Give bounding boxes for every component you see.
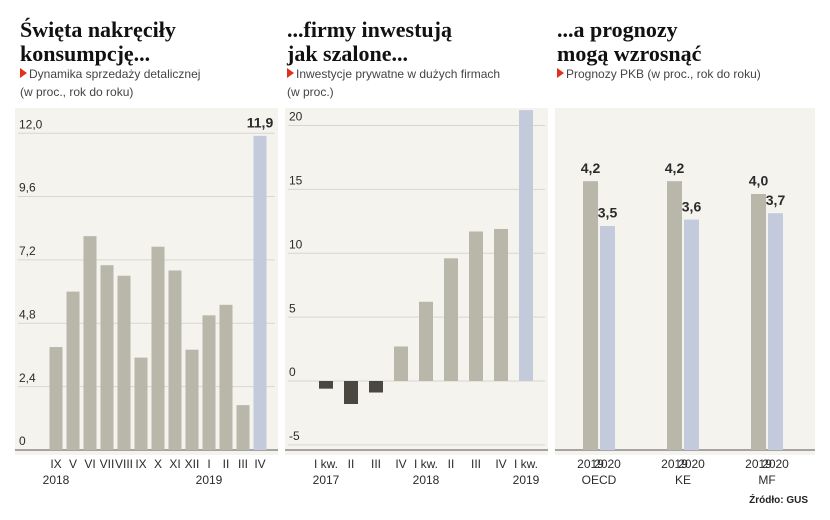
bar [253,135,267,450]
x-tick-label: 2019 [577,457,604,471]
y-tick-label: 15 [289,174,303,188]
y-tick-label: 20 [289,110,303,124]
bar [419,301,433,381]
x-tick-label: 2020 [762,457,789,471]
x-tick-label: MF [758,473,775,487]
bar [583,181,598,450]
chart-unit: (w proc.) [287,85,334,99]
y-tick-label: 7,2 [19,244,36,258]
bar [600,226,615,450]
bar [219,304,233,450]
bar [236,405,250,450]
x-tick-label: IX [135,457,146,471]
x-tick-label: II [448,457,455,471]
x-tick-label: IV [254,457,265,471]
x-tick-label: XII [185,457,200,471]
bar [49,347,63,450]
bar [151,246,165,450]
chart-unit: (w proc., rok do roku) [20,85,134,99]
x-tick-label: IV [495,457,506,471]
x-tick-label: I kw. [414,457,438,471]
x-tick-label: 2020 [594,457,621,471]
x-tick-label: V [69,457,77,471]
chart-subtitle: Inwestycje prywatne w dużych firmach [287,67,500,81]
x-tick-label: 2020 [678,457,705,471]
bar [168,270,182,450]
y-tick-label: 9,6 [19,181,36,195]
y-tick-label: 0 [289,365,296,379]
chart-title: Święta nakręciły konsumpcję... [20,17,176,66]
bar [66,291,80,450]
year-label: 2019 [513,473,540,487]
chart-title: ...a prognozy mogą wzrosnąć [557,17,702,66]
x-tick-label: III [371,457,381,471]
x-tick-label: VIII [115,457,133,471]
x-tick-label: 2019 [745,457,772,471]
x-tick-label: IX [50,457,61,471]
x-tick-label: 2019 [661,457,688,471]
bar [134,357,148,450]
x-tick-label: III [238,457,248,471]
bar [519,110,533,381]
bar [117,275,131,450]
bar [319,381,333,389]
bar [344,381,358,404]
chart-subtitle: Dynamika sprzedaży detalicznej [20,67,200,81]
chart-title: ...firmy inwestują jak szalone... [287,17,452,66]
x-tick-label: KE [675,473,691,487]
value-label: 3,5 [598,205,618,221]
bar [394,346,408,381]
value-label: 4,2 [665,160,685,176]
bar [667,181,682,450]
x-tick-label: VI [84,457,95,471]
x-tick-label: XI [169,457,180,471]
value-label: 4,0 [749,173,769,189]
bar [768,213,783,450]
bar [444,258,458,381]
bar [494,228,508,381]
x-tick-label: IV [395,457,406,471]
x-tick-label: OECD [582,473,617,487]
x-tick-label: I [207,457,210,471]
x-tick-label: II [348,457,355,471]
y-tick-label: -5 [289,429,300,443]
x-tick-label: III [471,457,481,471]
year-label: 2018 [43,473,70,487]
x-tick-label: I kw. [314,457,338,471]
bar [185,349,199,450]
y-tick-label: 4,8 [19,307,36,321]
bar [83,236,97,450]
year-label: 2018 [413,473,440,487]
year-label: 2017 [313,473,340,487]
x-tick-label: X [154,457,162,471]
bar [202,315,216,450]
bar [469,231,483,381]
bar [369,381,383,393]
x-tick-label: VII [100,457,115,471]
value-label: 11,9 [247,115,274,131]
year-label: 2019 [196,473,223,487]
bar [100,265,114,450]
y-tick-label: 5 [289,301,296,315]
y-tick-label: 0 [19,434,26,448]
value-label: 4,2 [581,160,601,176]
panel [285,108,548,455]
y-tick-label: 12,0 [19,117,43,131]
bar [684,219,699,450]
x-tick-label: I kw. [514,457,538,471]
y-tick-label: 2,4 [19,371,36,385]
value-label: 3,6 [682,198,702,214]
chart-subtitle: Prognozy PKB (w proc., rok do roku) [557,67,761,81]
x-tick-label: II [223,457,230,471]
y-tick-label: 10 [289,237,303,251]
value-label: 3,7 [766,192,786,208]
bar [751,194,766,450]
source: Źródło: GUS [749,495,808,506]
